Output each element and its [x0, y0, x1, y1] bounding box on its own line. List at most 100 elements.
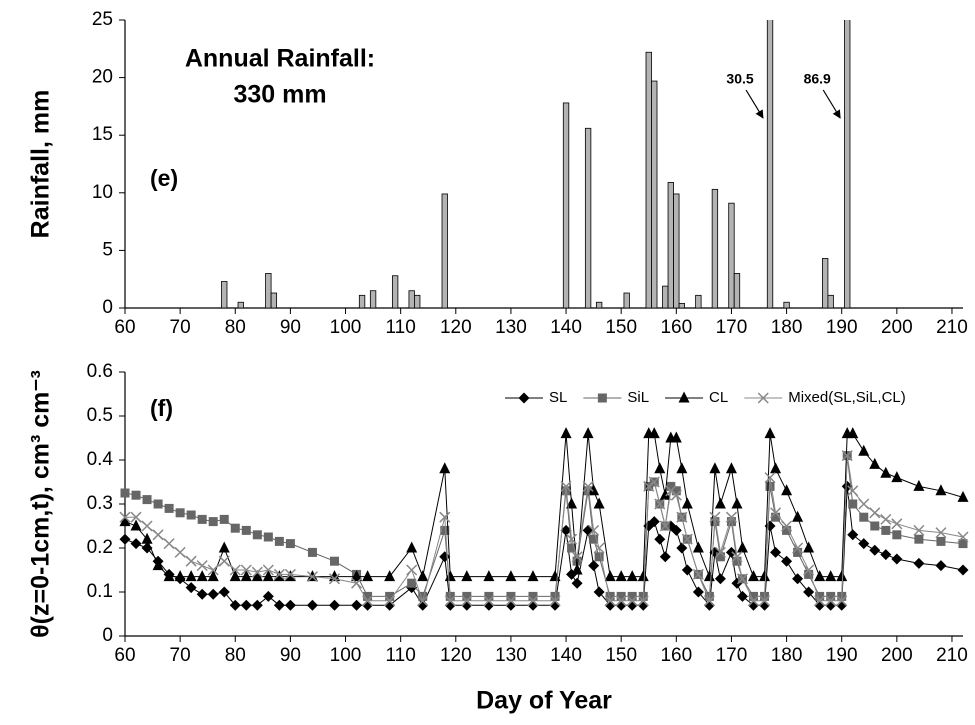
marker — [726, 517, 736, 527]
marker — [847, 427, 859, 439]
y-tick-label: 25 — [92, 9, 113, 30]
marker — [262, 564, 274, 576]
marker — [196, 560, 208, 572]
marker — [803, 541, 815, 553]
marker — [119, 511, 131, 523]
marker — [174, 570, 186, 582]
marker — [527, 570, 539, 582]
marker — [119, 515, 131, 527]
marker — [439, 462, 451, 474]
marker — [141, 532, 153, 544]
y-tick-label: 0.5 — [87, 405, 113, 426]
marker — [692, 568, 704, 580]
marker — [186, 510, 196, 520]
x-tick-label: 120 — [440, 317, 472, 338]
marker — [604, 599, 616, 611]
marker — [881, 525, 891, 535]
marker — [935, 484, 947, 496]
marker — [506, 591, 516, 601]
marker — [747, 595, 760, 607]
marker — [681, 497, 693, 509]
marker — [483, 570, 495, 582]
marker — [588, 560, 600, 572]
marker — [764, 427, 776, 439]
marker — [582, 427, 594, 439]
marker — [913, 479, 925, 491]
marker — [207, 588, 219, 600]
marker — [418, 591, 428, 601]
marker — [174, 546, 186, 558]
marker — [826, 591, 836, 601]
marker — [665, 485, 677, 497]
marker — [648, 516, 660, 528]
marker — [670, 489, 682, 501]
marker — [936, 536, 946, 546]
marker — [676, 462, 688, 474]
marker — [130, 511, 142, 523]
marker — [659, 551, 671, 563]
marker — [152, 529, 164, 541]
value-label: 86.9 — [804, 71, 831, 87]
y-tick-label: 20 — [92, 67, 113, 88]
legend-marker — [597, 393, 607, 403]
bars — [221, 20, 851, 308]
marker — [284, 570, 296, 582]
x-tick-label: 180 — [771, 645, 803, 666]
marker — [731, 497, 743, 509]
x-tick-label: 60 — [114, 317, 135, 338]
marker — [262, 570, 274, 582]
marker — [748, 599, 759, 611]
marker — [252, 530, 262, 540]
marker — [759, 570, 771, 582]
marker — [759, 599, 771, 611]
x-tick-label: 140 — [550, 645, 582, 666]
y-tick-label: 10 — [92, 182, 113, 203]
marker — [175, 508, 185, 518]
marker — [571, 563, 583, 575]
annotation: 330 mm — [233, 81, 326, 109]
marker — [461, 599, 473, 611]
marker — [141, 520, 153, 532]
marker — [841, 450, 853, 462]
y-tick-label: 15 — [92, 124, 113, 145]
marker — [273, 599, 285, 611]
marker — [444, 599, 456, 611]
x-tick-label: 150 — [605, 645, 637, 666]
marker — [273, 568, 285, 580]
marker — [351, 570, 363, 582]
marker — [814, 570, 826, 582]
bar — [270, 292, 278, 308]
marker — [571, 577, 583, 589]
bar — [221, 281, 228, 308]
marker — [870, 521, 880, 531]
marker — [859, 512, 869, 522]
marker — [891, 471, 903, 483]
marker — [163, 538, 175, 550]
marker — [770, 462, 782, 474]
marker — [858, 498, 870, 510]
marker — [637, 599, 649, 611]
bar — [562, 102, 570, 308]
marker — [549, 595, 561, 607]
marker — [736, 573, 749, 585]
series-line — [124, 433, 964, 579]
bar — [408, 290, 415, 308]
marker — [880, 549, 892, 561]
marker — [384, 599, 396, 611]
marker — [273, 570, 285, 582]
marker — [417, 570, 429, 582]
marker — [444, 570, 456, 582]
marker — [528, 591, 538, 601]
marker — [670, 431, 682, 443]
y-tick-label: 0.4 — [87, 449, 114, 470]
marker — [549, 570, 561, 582]
marker — [643, 480, 655, 492]
marker — [957, 531, 969, 543]
x-tick-label: 100 — [330, 317, 362, 338]
series-line — [124, 486, 964, 607]
marker — [163, 570, 175, 582]
marker — [384, 595, 396, 607]
marker — [230, 523, 240, 533]
marker — [241, 525, 251, 535]
marker — [588, 484, 600, 496]
